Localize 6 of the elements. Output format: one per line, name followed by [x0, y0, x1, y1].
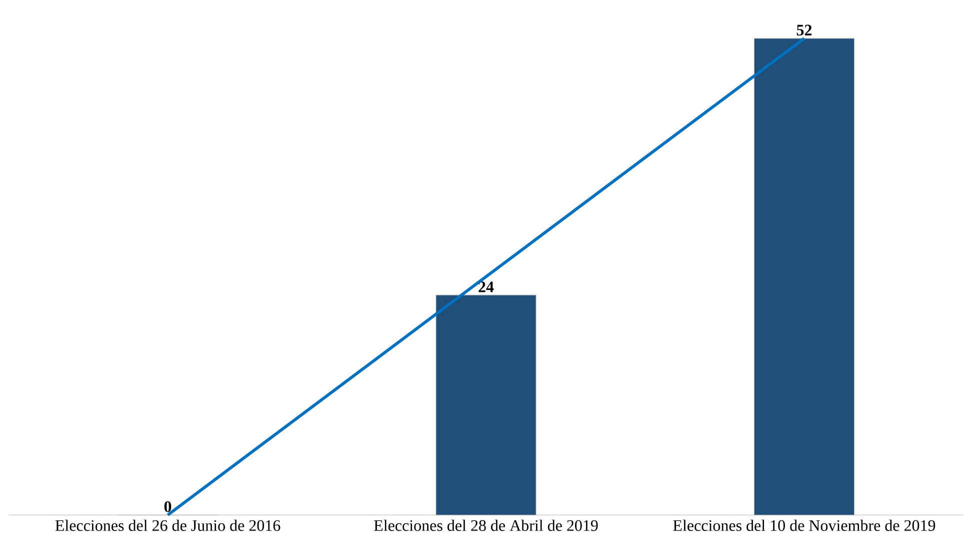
data-label: 24 [478, 282, 494, 292]
x-tick-label: Elecciones del 26 de Junio de 2016 [55, 520, 280, 531]
data-label: 0 [164, 501, 172, 512]
x-tick-label: Elecciones del 10 de Noviembre de 2019 [673, 520, 936, 531]
data-label: 52 [796, 24, 812, 36]
x-tick-label: Elecciones del 28 de Abril de 2019 [374, 520, 598, 531]
